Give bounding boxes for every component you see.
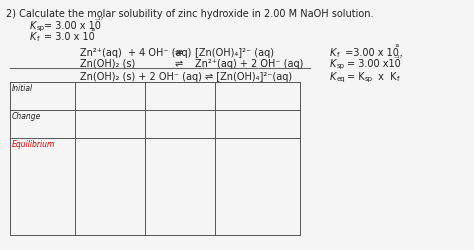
Text: ⁻¹⁷: ⁻¹⁷ [394,56,403,62]
Text: K: K [30,21,36,31]
Text: = 3.00 x10: = 3.00 x10 [347,59,401,69]
Text: Zn(OH)₂ (s) + 2 OH⁻ (aq) ⇌ [Zn(OH)₄]²⁻(aq): Zn(OH)₂ (s) + 2 OH⁻ (aq) ⇌ [Zn(OH)₄]²⁻(a… [80,72,292,82]
Text: ¹⁵: ¹⁵ [395,45,401,51]
Text: K: K [330,72,337,82]
Text: Initial: Initial [12,84,33,93]
Text: 2) Calculate the molar solubility of zinc hydroxide in 2.00 M NaOH solution.: 2) Calculate the molar solubility of zin… [6,9,374,19]
Text: =3.00 x 10: =3.00 x 10 [342,48,399,58]
Text: = 3.00 x 10: = 3.00 x 10 [44,21,101,31]
Text: K: K [30,32,36,42]
Text: x  K: x K [375,72,396,82]
Text: sp: sp [37,25,45,31]
Text: ¹⁵: ¹⁵ [91,29,97,35]
Text: sp: sp [365,76,373,82]
Text: K: K [330,48,337,58]
Text: f: f [37,36,39,42]
Text: sp: sp [337,63,345,69]
Text: f: f [397,76,400,82]
Text: Zn²⁺(aq)  + 4 OH⁻ (aq): Zn²⁺(aq) + 4 OH⁻ (aq) [80,48,191,58]
Text: Zn²⁺(aq) + 2 OH⁻ (aq): Zn²⁺(aq) + 2 OH⁻ (aq) [195,59,303,69]
Text: ⇌: ⇌ [175,48,183,58]
Text: Equilibrium: Equilibrium [12,140,55,149]
Text: ⇌: ⇌ [175,59,183,69]
Text: K: K [330,59,337,69]
Text: Zn(OH)₂ (s): Zn(OH)₂ (s) [80,59,135,69]
Text: f: f [337,52,339,58]
Text: = 3.0 x 10: = 3.0 x 10 [44,32,95,42]
Text: Change: Change [12,112,41,121]
Text: [Zn(OH)₄]²⁻ (aq): [Zn(OH)₄]²⁻ (aq) [195,48,274,58]
Text: ⁻¹⁷: ⁻¹⁷ [95,18,104,24]
Text: = K: = K [347,72,365,82]
Text: eq: eq [337,76,346,82]
